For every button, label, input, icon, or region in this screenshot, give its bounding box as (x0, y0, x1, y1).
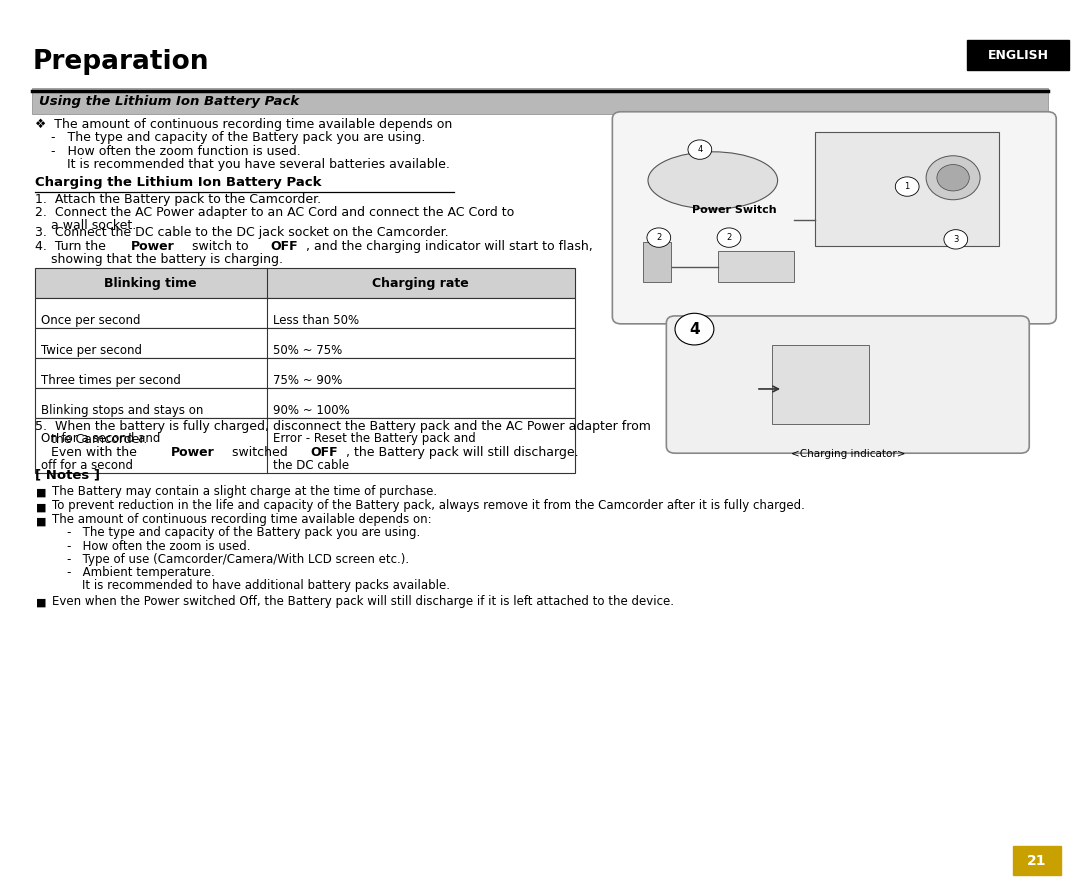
Text: Even when the Power switched Off, the Battery pack will still discharge if it is: Even when the Power switched Off, the Ba… (52, 595, 674, 608)
Text: , and the charging indicator will start to flash,: , and the charging indicator will start … (307, 239, 593, 253)
Bar (718, 251, 794, 282)
Text: showing that the battery is charging.: showing that the battery is charging. (35, 253, 283, 266)
Bar (772, 345, 869, 424)
Text: switch to: switch to (188, 239, 252, 253)
Text: ■: ■ (36, 502, 46, 512)
Bar (967, 40, 1069, 70)
Text: 21: 21 (1027, 854, 1047, 868)
FancyBboxPatch shape (666, 316, 1029, 453)
Text: 4.  Turn the: 4. Turn the (35, 239, 109, 253)
Circle shape (717, 228, 741, 247)
Text: a wall socket.: a wall socket. (35, 219, 136, 232)
FancyBboxPatch shape (612, 112, 1056, 324)
Bar (32, 88, 1048, 114)
Text: Power: Power (131, 239, 175, 253)
Text: Blinking stops and stays on: Blinking stops and stays on (41, 404, 203, 417)
Bar (35, 388, 575, 418)
Text: ❖  The amount of continuous recording time available depends on: ❖ The amount of continuous recording tim… (35, 118, 451, 131)
Text: -   Ambient temperature.: - Ambient temperature. (52, 566, 215, 579)
Text: the DC cable: the DC cable (273, 459, 349, 473)
Text: Three times per second: Three times per second (41, 374, 181, 387)
Text: Using the Lithium Ion Battery Pack: Using the Lithium Ion Battery Pack (39, 95, 299, 107)
Text: ■: ■ (36, 598, 46, 608)
Bar (35, 418, 575, 473)
Ellipse shape (648, 151, 778, 209)
Text: -   How often the zoom function is used.: - How often the zoom function is used. (35, 144, 300, 158)
Text: 90% ~ 100%: 90% ~ 100% (273, 404, 350, 417)
Text: [ Notes ]: [ Notes ] (35, 468, 99, 481)
Text: 2: 2 (657, 233, 661, 242)
Text: 4: 4 (689, 321, 700, 337)
Text: 1: 1 (905, 182, 909, 191)
Text: To prevent reduction in the life and capacity of the Battery pack, always remove: To prevent reduction in the life and cap… (52, 499, 805, 512)
Text: The Battery may contain a slight charge at the time of purchase.: The Battery may contain a slight charge … (52, 485, 437, 498)
Text: 2.  Connect the AC Power adapter to an AC Cord and connect the AC Cord to: 2. Connect the AC Power adapter to an AC… (35, 206, 514, 219)
Text: 3.  Connect the DC cable to the DC jack socket on the Camcorder.: 3. Connect the DC cable to the DC jack s… (35, 226, 448, 239)
Text: It is recommended to have additional battery packs available.: It is recommended to have additional bat… (52, 579, 450, 592)
Circle shape (675, 313, 714, 345)
Text: Even with the: Even with the (35, 446, 140, 459)
Text: Less than 50%: Less than 50% (273, 314, 360, 327)
Text: ■: ■ (36, 488, 46, 498)
Bar (815, 132, 999, 246)
Text: Once per second: Once per second (41, 314, 140, 327)
Bar (35, 268, 575, 298)
Text: off for a second: off for a second (41, 459, 133, 473)
Circle shape (895, 177, 919, 196)
Text: -   The type and capacity of the Battery pack you are using.: - The type and capacity of the Battery p… (52, 526, 420, 539)
Text: It is recommended that you have several batteries available.: It is recommended that you have several … (35, 158, 449, 171)
Text: switched: switched (228, 446, 292, 459)
Circle shape (936, 165, 969, 191)
Text: 3: 3 (954, 235, 958, 244)
Text: 4: 4 (698, 145, 702, 154)
Circle shape (647, 228, 671, 247)
Text: Twice per second: Twice per second (41, 344, 143, 357)
Text: ENGLISH: ENGLISH (987, 49, 1049, 62)
Text: On for a second and: On for a second and (41, 432, 161, 445)
Text: 75% ~ 90%: 75% ~ 90% (273, 374, 342, 387)
Text: -   The type and capacity of the Battery pack you are using.: - The type and capacity of the Battery p… (35, 131, 424, 144)
Bar (35, 358, 575, 388)
Text: Power: Power (171, 446, 215, 459)
Text: OFF: OFF (271, 239, 298, 253)
Text: 2: 2 (727, 233, 731, 242)
Bar (643, 242, 671, 282)
Circle shape (944, 230, 968, 249)
Text: OFF: OFF (310, 446, 338, 459)
Text: , the Battery pack will still discharge.: , the Battery pack will still discharge. (346, 446, 578, 459)
Bar (35, 298, 575, 328)
Bar (1013, 847, 1061, 875)
Text: -   Type of use (Camcorder/Camera/With LCD screen etc.).: - Type of use (Camcorder/Camera/With LCD… (52, 553, 409, 566)
Text: Charging the Lithium Ion Battery Pack: Charging the Lithium Ion Battery Pack (35, 176, 321, 189)
Text: Preparation: Preparation (32, 48, 208, 75)
Text: -   How often the zoom is used.: - How often the zoom is used. (52, 539, 251, 553)
Text: 5.  When the battery is fully charged, disconnect the Battery pack and the AC Po: 5. When the battery is fully charged, di… (35, 420, 650, 433)
Text: Blinking time: Blinking time (105, 277, 197, 290)
Text: 50% ~ 75%: 50% ~ 75% (273, 344, 342, 357)
Text: <Charging indicator>: <Charging indicator> (791, 449, 905, 458)
Circle shape (688, 140, 712, 159)
Text: 1.  Attach the Battery pack to the Camcorder.: 1. Attach the Battery pack to the Camcor… (35, 193, 321, 206)
Text: Charging rate: Charging rate (373, 277, 469, 290)
Text: Power Switch: Power Switch (692, 205, 777, 215)
Text: the Camcorder.: the Camcorder. (35, 433, 147, 446)
Circle shape (926, 156, 980, 200)
Text: The amount of continuous recording time available depends on:: The amount of continuous recording time … (52, 513, 432, 526)
Text: ■: ■ (36, 517, 46, 526)
Text: Error - Reset the Battery pack and: Error - Reset the Battery pack and (273, 432, 476, 445)
Bar (35, 328, 575, 358)
